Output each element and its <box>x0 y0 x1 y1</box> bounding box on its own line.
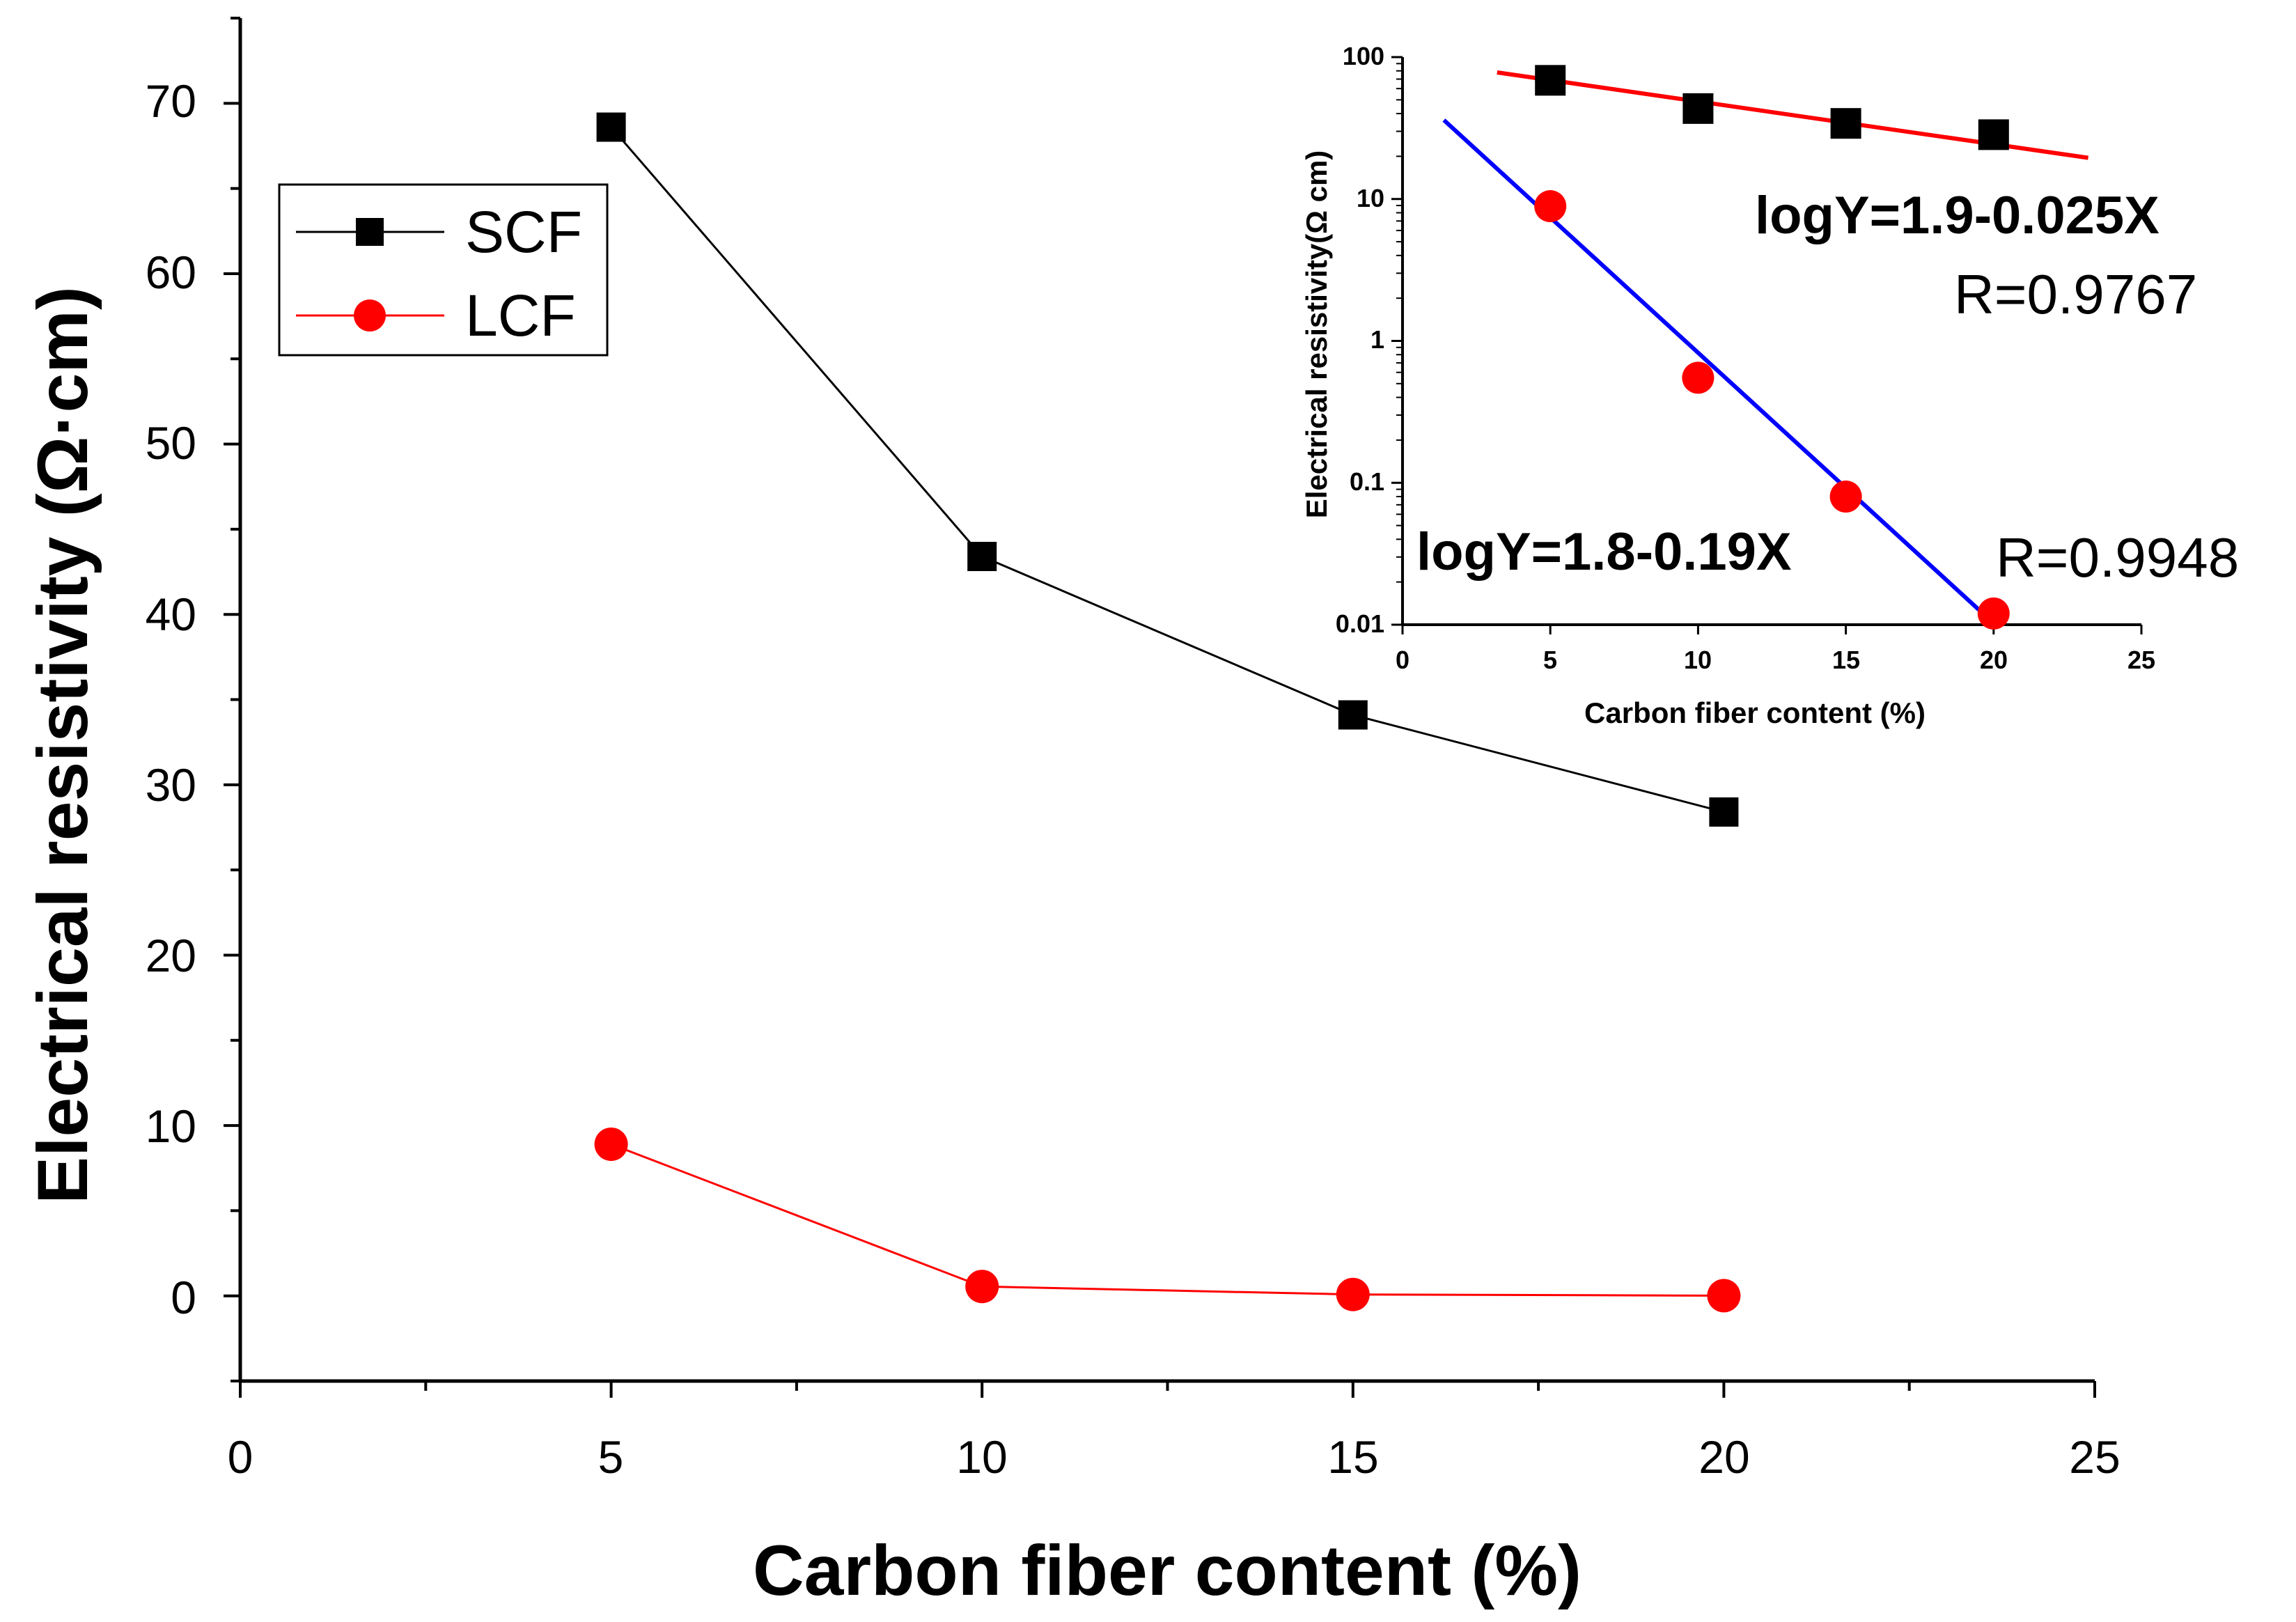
y-tick-label: 0 <box>171 1272 196 1323</box>
inset-x-tick-label: 25 <box>2127 646 2155 674</box>
inset-x-tick-label: 5 <box>1543 646 1557 674</box>
inset-y-tick-label: 1 <box>1370 325 1384 354</box>
inset-y-tick-label: 0.1 <box>1350 467 1384 496</box>
x-tick-label: 20 <box>1698 1431 1749 1483</box>
legend-marker-scf <box>356 218 384 246</box>
inset-y-tick-label: 0.01 <box>1336 609 1384 638</box>
x-tick-label: 5 <box>598 1431 624 1483</box>
legend-box <box>278 183 609 357</box>
inset-data-point-scf <box>1535 65 1566 96</box>
y-tick-label: 20 <box>146 930 196 981</box>
inset-y-tick-label: 10 <box>1357 184 1384 212</box>
y-tick-label: 10 <box>146 1100 196 1152</box>
main-plot: 0 5 10 15 20 25 0 10 20 30 40 50 60 70 C… <box>23 17 2121 1610</box>
inset-x-tick-label: 10 <box>1684 646 1712 674</box>
inset-data-point-lcf <box>1977 597 2010 630</box>
inset-data-point-lcf <box>1829 480 1862 513</box>
fit-r-value-scf: R=0.9767 <box>1954 263 2197 325</box>
main-axes <box>224 17 2096 1398</box>
main-series <box>594 112 1741 1313</box>
inset-y-tick-label: 100 <box>1343 42 1384 70</box>
inset-data-point-scf <box>1830 108 1861 139</box>
legend-label-scf: SCF <box>465 199 582 265</box>
x-tick-label: 10 <box>956 1431 1007 1483</box>
inset-x-tick-label: 0 <box>1396 646 1409 674</box>
inset-x-tick-labels: 0 5 10 15 20 25 <box>1396 646 2155 674</box>
y-tick-label: 30 <box>146 759 196 811</box>
legend-marker-lcf <box>354 299 386 332</box>
inset-x-axis-title: Carbon fiber content (%) <box>1584 696 1926 729</box>
y-tick-label: 70 <box>146 75 196 127</box>
main-x-tick-labels: 0 5 10 15 20 25 <box>228 1431 2121 1483</box>
y-tick-label: 40 <box>146 588 196 640</box>
fit-equation-scf: logY=1.9-0.025X <box>1755 186 2160 245</box>
inset-plot: 0 5 10 15 20 25 0.01 0.1 1 10 100 Carbon… <box>1300 42 2239 729</box>
inset-y-tick-labels: 0.01 0.1 1 10 100 <box>1336 42 1384 638</box>
data-point-lcf <box>594 1127 628 1161</box>
inset-series <box>1442 65 2089 630</box>
inset-data-point-scf <box>1978 119 2009 150</box>
x-axis-title: Carbon fiber content (%) <box>753 1531 1582 1610</box>
inset-data-point-lcf <box>1682 361 1715 394</box>
y-axis-title: Electrical resistivity (Ω·cm) <box>23 286 102 1204</box>
inset-x-tick-label: 20 <box>1980 646 2008 674</box>
x-tick-label: 0 <box>228 1431 253 1483</box>
data-point-lcf <box>965 1270 999 1304</box>
data-point-scf <box>1709 797 1739 827</box>
main-y-tick-labels: 0 10 20 30 40 50 60 70 <box>146 75 196 1323</box>
legend: SCF LCF <box>278 183 609 357</box>
inset-y-axis-title: Electrical resistivity(Ω cm) <box>1300 150 1333 519</box>
inset-x-tick-label: 15 <box>1832 646 1860 674</box>
data-point-scf <box>596 112 626 142</box>
y-tick-label: 60 <box>146 247 196 298</box>
y-tick-label: 50 <box>146 417 196 469</box>
series-line-scf <box>610 126 1724 813</box>
fit-r-value-lcf: R=0.9948 <box>1996 527 2239 588</box>
data-point-scf <box>1338 700 1368 730</box>
inset-axes <box>1391 56 2143 634</box>
series-line-lcf <box>611 1143 1724 1297</box>
data-point-scf <box>967 542 997 572</box>
legend-label-lcf: LCF <box>465 283 576 348</box>
inset-data-point-scf <box>1682 93 1714 124</box>
x-tick-label: 15 <box>1327 1431 1378 1483</box>
fit-equation-lcf: logY=1.8-0.19X <box>1416 522 1792 582</box>
data-point-lcf <box>1707 1279 1741 1313</box>
inset-data-point-lcf <box>1534 190 1567 223</box>
data-point-lcf <box>1336 1277 1370 1311</box>
x-tick-label: 25 <box>2069 1431 2120 1483</box>
